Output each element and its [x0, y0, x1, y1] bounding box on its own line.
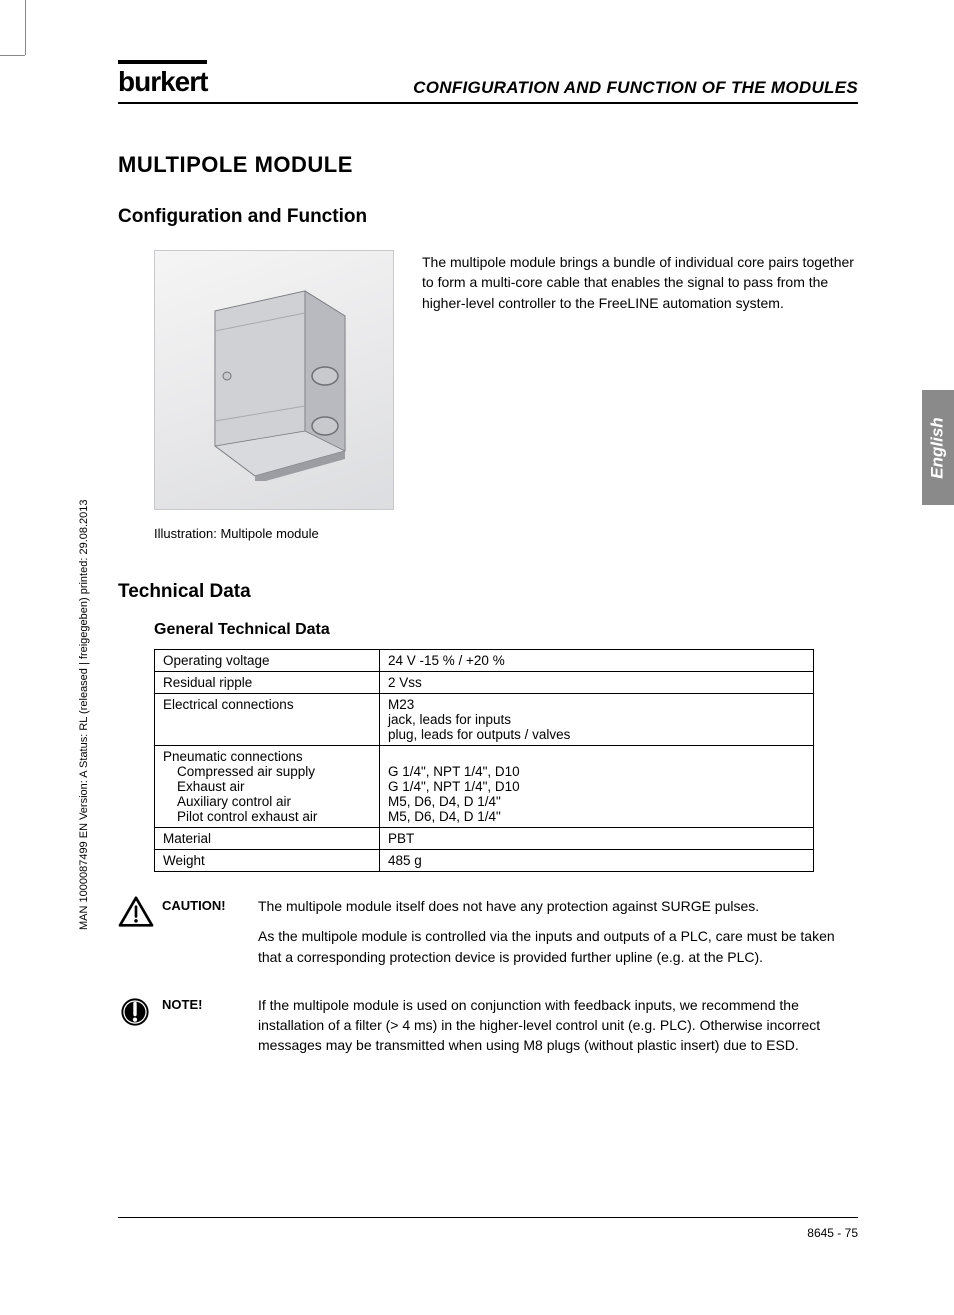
- heading-1: MULTIPOLE MODULE: [118, 152, 858, 178]
- table-row: Residual ripple2 Vss: [155, 672, 814, 694]
- note-block: NOTE! If the multipole module is used on…: [118, 995, 858, 1066]
- table-cell-value: G 1/4", NPT 1/4", D10G 1/4", NPT 1/4", D…: [380, 746, 814, 828]
- crop-mark: [25, 0, 26, 55]
- language-label: English: [928, 417, 948, 478]
- page-footer: 8645 - 75: [118, 1217, 858, 1240]
- table-cell-value: M23jack, leads for inputsplug, leads for…: [380, 694, 814, 746]
- technical-data-table: Operating voltage24 V -15 % / +20 %Resid…: [154, 649, 814, 872]
- page-header: burkert CONFIGURATION AND FUNCTION OF TH…: [118, 60, 858, 104]
- note-label: NOTE!: [162, 995, 250, 1066]
- caution-block: CAUTION! The multipole module itself doe…: [118, 896, 858, 977]
- illustration-caption: Illustration: Multipole module: [154, 526, 858, 541]
- table-cell-label: Weight: [155, 850, 380, 872]
- heading-2-config: Configuration and Function: [118, 206, 858, 228]
- crop-mark: [0, 55, 25, 56]
- table-cell-value: 2 Vss: [380, 672, 814, 694]
- table-cell-label: Operating voltage: [155, 650, 380, 672]
- table-cell-label: Pneumatic connectionsCompressed air supp…: [155, 746, 380, 828]
- heading-3-general: General Technical Data: [154, 621, 858, 639]
- intro-paragraph: The multipole module brings a bundle of …: [422, 250, 858, 510]
- table-cell-label: Material: [155, 828, 380, 850]
- note-text: If the multipole module is used on conju…: [258, 995, 858, 1066]
- brand-logo: burkert: [118, 60, 207, 98]
- section-title: CONFIGURATION AND FUNCTION OF THE MODULE…: [413, 78, 858, 98]
- caution-label: CAUTION!: [162, 896, 250, 977]
- caution-icon: [118, 896, 154, 977]
- table-row: Weight485 g: [155, 850, 814, 872]
- config-row: The multipole module brings a bundle of …: [118, 250, 858, 510]
- table-row: Operating voltage24 V -15 % / +20 %: [155, 650, 814, 672]
- table-cell-value: PBT: [380, 828, 814, 850]
- note-icon: [118, 995, 154, 1066]
- module-illustration: [154, 250, 394, 510]
- table-row: Electrical connectionsM23jack, leads for…: [155, 694, 814, 746]
- language-tab: English: [922, 390, 954, 505]
- table-cell-value: 485 g: [380, 850, 814, 872]
- caution-text: The multipole module itself does not hav…: [258, 896, 858, 977]
- page-content: burkert CONFIGURATION AND FUNCTION OF TH…: [118, 60, 858, 1066]
- table-cell-label: Residual ripple: [155, 672, 380, 694]
- heading-2-tech: Technical Data: [118, 581, 858, 603]
- table-row: MaterialPBT: [155, 828, 814, 850]
- table-cell-value: 24 V -15 % / +20 %: [380, 650, 814, 672]
- release-info-vertical: MAN 1000087499 EN Version: A Status: RL …: [78, 499, 90, 930]
- table-cell-label: Electrical connections: [155, 694, 380, 746]
- module-svg: [195, 281, 355, 481]
- table-row: Pneumatic connectionsCompressed air supp…: [155, 746, 814, 828]
